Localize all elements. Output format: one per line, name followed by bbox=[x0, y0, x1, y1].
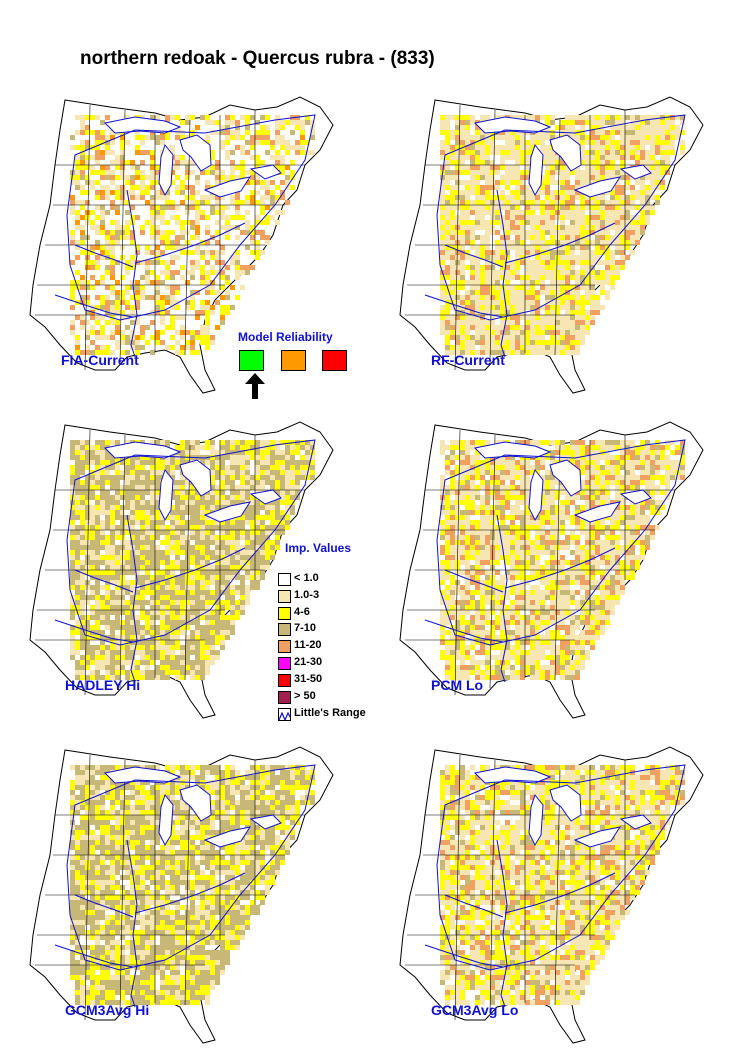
importance-cells bbox=[440, 115, 685, 355]
map-panel-gcm3avg-hi bbox=[15, 745, 345, 1045]
legend-label: 4-6 bbox=[294, 606, 310, 618]
model-reliability-title: Model Reliability bbox=[238, 330, 333, 344]
map-hadley-hi bbox=[29, 421, 334, 719]
state-boundaries bbox=[405, 429, 675, 696]
littles-range-icon bbox=[278, 708, 291, 721]
page-title: northern redoak - Quercus rubra - (833) bbox=[80, 48, 435, 69]
legend-swatch bbox=[278, 640, 291, 653]
reliability-arrow-icon bbox=[244, 372, 266, 405]
legend-swatch bbox=[278, 573, 291, 586]
legend-swatch bbox=[278, 623, 291, 636]
legend-label: 31-50 bbox=[294, 673, 323, 685]
importance-cells bbox=[70, 765, 315, 1005]
legend-swatch bbox=[278, 590, 291, 603]
panel-label-gcm3avg-hi: GCM3Avg Hi bbox=[65, 1002, 150, 1018]
great-lakes bbox=[103, 766, 282, 848]
legend-label: < 1.0 bbox=[294, 572, 319, 584]
great-lakes bbox=[473, 766, 652, 848]
littles-range-lines bbox=[54, 114, 316, 358]
map-panel-pcm-lo bbox=[385, 420, 715, 720]
reliability-box-low bbox=[322, 350, 347, 371]
littles-range-lines bbox=[424, 764, 686, 1008]
panel-label-fia-current: FIA-Current bbox=[61, 352, 139, 368]
legend-label: 21-30 bbox=[294, 656, 323, 668]
legend-swatch bbox=[278, 691, 291, 704]
map-panel-fia-current bbox=[15, 95, 345, 395]
legend-swatch bbox=[278, 657, 291, 670]
legend-title: Imp. Values bbox=[285, 541, 352, 555]
legend-label: 1.0-3 bbox=[294, 589, 320, 601]
map-gcm3avg-hi bbox=[29, 746, 334, 1044]
map-rf-current bbox=[399, 96, 704, 394]
panel-label-rf-current: RF-Current bbox=[431, 352, 505, 368]
map-panel-rf-current bbox=[385, 95, 715, 395]
legend-label: 11-20 bbox=[294, 639, 322, 651]
littles-range-lines bbox=[54, 439, 316, 683]
panel-label-gcm3avg-lo: GCM3Avg Lo bbox=[431, 1002, 519, 1018]
great-lakes bbox=[473, 441, 652, 523]
littles-range-label: Little's Range bbox=[294, 707, 366, 719]
panel-label-pcm-lo: PCM Lo bbox=[431, 677, 484, 693]
state-boundaries bbox=[35, 104, 305, 371]
map-pcm-lo bbox=[399, 421, 704, 719]
state-boundaries bbox=[405, 104, 675, 371]
great-lakes bbox=[103, 116, 282, 198]
legend-label: 7-10 bbox=[294, 622, 317, 634]
reliability-box-medium bbox=[281, 350, 306, 371]
map-panel-hadley-hi bbox=[15, 420, 345, 720]
great-lakes bbox=[473, 116, 652, 198]
reliability-box-high bbox=[239, 350, 264, 371]
littles-range-lines bbox=[424, 114, 686, 358]
littles-range-lines bbox=[424, 439, 686, 683]
map-fia-current bbox=[29, 96, 334, 394]
legend-label: > 50 bbox=[294, 690, 316, 702]
panel-label-hadley-hi: HADLEY Hi bbox=[65, 677, 141, 693]
map-gcm3avg-lo bbox=[399, 746, 704, 1044]
importance-cells bbox=[440, 765, 685, 1005]
legend-swatch bbox=[278, 674, 291, 687]
littles-range-lines bbox=[54, 764, 316, 1008]
state-boundaries bbox=[35, 429, 305, 696]
map-panel-gcm3avg-lo bbox=[385, 745, 715, 1045]
great-lakes bbox=[103, 441, 282, 523]
legend-swatch bbox=[278, 607, 291, 620]
